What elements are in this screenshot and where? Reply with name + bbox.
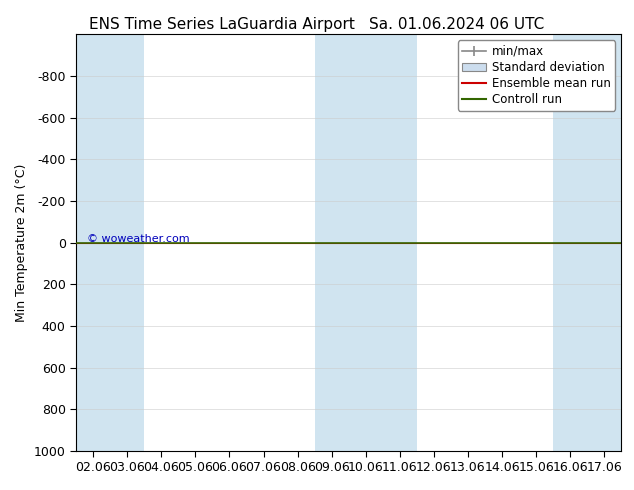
Text: Sa. 01.06.2024 06 UTC: Sa. 01.06.2024 06 UTC xyxy=(369,17,544,32)
Bar xyxy=(110,34,144,451)
Bar xyxy=(587,34,621,451)
Bar xyxy=(76,34,110,451)
Bar xyxy=(314,34,349,451)
Bar xyxy=(383,34,417,451)
Bar xyxy=(553,34,587,451)
Y-axis label: Min Temperature 2m (°C): Min Temperature 2m (°C) xyxy=(15,163,29,322)
Legend: min/max, Standard deviation, Ensemble mean run, Controll run: min/max, Standard deviation, Ensemble me… xyxy=(458,40,616,111)
Text: ENS Time Series LaGuardia Airport: ENS Time Series LaGuardia Airport xyxy=(89,17,355,32)
Bar xyxy=(349,34,383,451)
Text: © woweather.com: © woweather.com xyxy=(87,234,190,244)
